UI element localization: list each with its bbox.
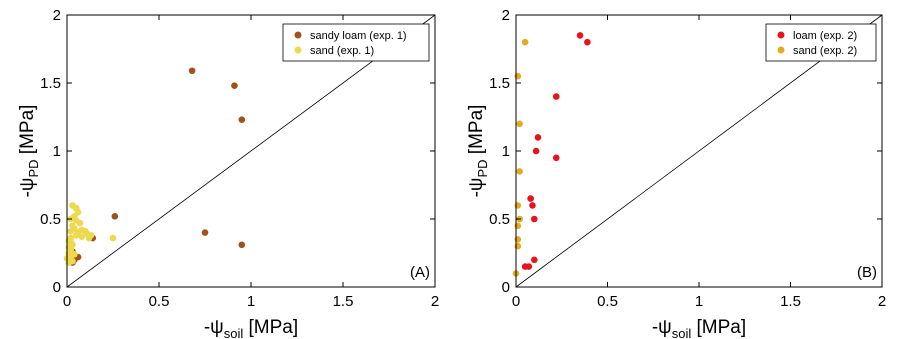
x-axis-label: -ψsoil [MPa] bbox=[652, 317, 746, 339]
y-axis-label-unit: [MPa] bbox=[466, 105, 487, 160]
data-point-series-1 bbox=[188, 67, 196, 75]
x-tick-label: 1 bbox=[695, 293, 703, 310]
x-tick-label: 1.5 bbox=[333, 293, 354, 310]
panel-label: (B) bbox=[857, 264, 877, 281]
legend-marker bbox=[294, 31, 302, 39]
legend: loam (exp. 2) sand (exp. 2) bbox=[765, 23, 877, 62]
y-axis-label-subscript: PD bbox=[475, 159, 490, 177]
data-point-series-1 bbox=[532, 147, 540, 155]
y-tick-label: 1 bbox=[53, 143, 61, 160]
legend-label: sand (exp. 2) bbox=[793, 45, 857, 57]
x-tick-label: 0 bbox=[512, 293, 520, 310]
x-axis-label: -ψsoil [MPa] bbox=[204, 317, 298, 339]
y-tick-label: 1 bbox=[502, 143, 510, 160]
x-tick-label: 0.5 bbox=[149, 293, 170, 310]
legend-label: sand (exp. 1) bbox=[310, 45, 374, 57]
data-point-series-1 bbox=[238, 116, 246, 124]
y-tick-label: 0.5 bbox=[40, 211, 61, 228]
x-tick-label: 1.5 bbox=[780, 293, 801, 310]
y-tick-label: 0 bbox=[502, 279, 510, 296]
data-point-series-1 bbox=[529, 202, 536, 209]
data-point-series-2 bbox=[516, 168, 523, 175]
y-axis-label-prefix: -ψ bbox=[17, 178, 38, 198]
x-tick-label: 0 bbox=[63, 293, 71, 310]
legend-box bbox=[282, 23, 430, 62]
data-point-series-2 bbox=[109, 234, 117, 242]
data-point-series-1 bbox=[576, 32, 584, 39]
x-axis-label-subscript: soil bbox=[224, 326, 244, 339]
y-tick-label: 1.5 bbox=[489, 75, 510, 92]
x-axis-label-prefix: -ψ bbox=[204, 317, 224, 338]
y-axis-label-prefix: -ψ bbox=[466, 178, 487, 198]
data-point-series-1 bbox=[238, 241, 246, 249]
data-point-series-1 bbox=[531, 215, 538, 223]
data-point-series-2 bbox=[521, 38, 529, 46]
x-axis-label-unit: [MPa] bbox=[691, 317, 746, 338]
y-axis-label-subscript: PD bbox=[26, 159, 41, 177]
legend-marker bbox=[294, 46, 302, 54]
data-point-series-2 bbox=[78, 233, 86, 240]
y-tick-label: 0 bbox=[53, 279, 61, 296]
data-point-series-2 bbox=[67, 227, 74, 235]
x-tick-label: 2 bbox=[431, 293, 439, 310]
y-tick-label: 2 bbox=[502, 7, 510, 24]
x-tick-label: 0.5 bbox=[597, 293, 618, 310]
legend-marker bbox=[777, 46, 785, 54]
y-tick-label: 1.5 bbox=[40, 75, 61, 92]
y-axis-label-unit: [MPa] bbox=[17, 105, 38, 160]
legend-label: sandy loam (exp. 1) bbox=[310, 30, 407, 42]
data-point-series-2 bbox=[85, 234, 93, 242]
y-tick-label: 2 bbox=[53, 7, 61, 24]
legend-marker bbox=[777, 31, 785, 39]
data-point-series-1 bbox=[552, 154, 560, 162]
panel-a: 0 0.5 1 1.5 200.511.52-ψsoil [MPa]-ψPD [MPa]… bbox=[17, 7, 439, 339]
data-point-series-1 bbox=[534, 134, 542, 141]
x-tick-label: 1 bbox=[247, 293, 255, 310]
panel-label: (A) bbox=[410, 264, 430, 281]
data-point-series-2 bbox=[72, 232, 80, 239]
data-point-series-1 bbox=[111, 212, 119, 220]
data-point-series-2 bbox=[71, 251, 78, 258]
legend: sandy loam (exp. 1) sand (exp. 1) bbox=[282, 23, 430, 62]
x-tick-label: 2 bbox=[878, 293, 886, 310]
panel-b: 0 0.5 1 1.5 200.511.52-ψsoil [MPa]-ψPD [MPa]… bbox=[466, 7, 886, 339]
y-axis-label: -ψPD [MPa] bbox=[466, 105, 490, 198]
data-point-series-1 bbox=[231, 82, 238, 90]
data-point-series-1 bbox=[525, 263, 533, 270]
x-axis-label-prefix: -ψ bbox=[652, 317, 672, 338]
data-point-series-1 bbox=[552, 93, 560, 100]
legend-box bbox=[765, 23, 877, 62]
y-tick-label: 0.5 bbox=[489, 211, 510, 228]
legend-label: loam (exp. 2) bbox=[793, 30, 857, 42]
data-point-series-1 bbox=[584, 38, 591, 46]
x-axis-label-subscript: soil bbox=[672, 326, 692, 339]
data-point-series-1 bbox=[201, 229, 209, 236]
data-point-series-2 bbox=[516, 120, 523, 128]
data-point-series-1 bbox=[527, 195, 534, 202]
x-axis-label-unit: [MPa] bbox=[243, 317, 298, 338]
y-axis-label: -ψPD [MPa] bbox=[17, 105, 41, 198]
data-point-series-2 bbox=[76, 219, 84, 227]
data-point-series-1 bbox=[531, 256, 538, 264]
